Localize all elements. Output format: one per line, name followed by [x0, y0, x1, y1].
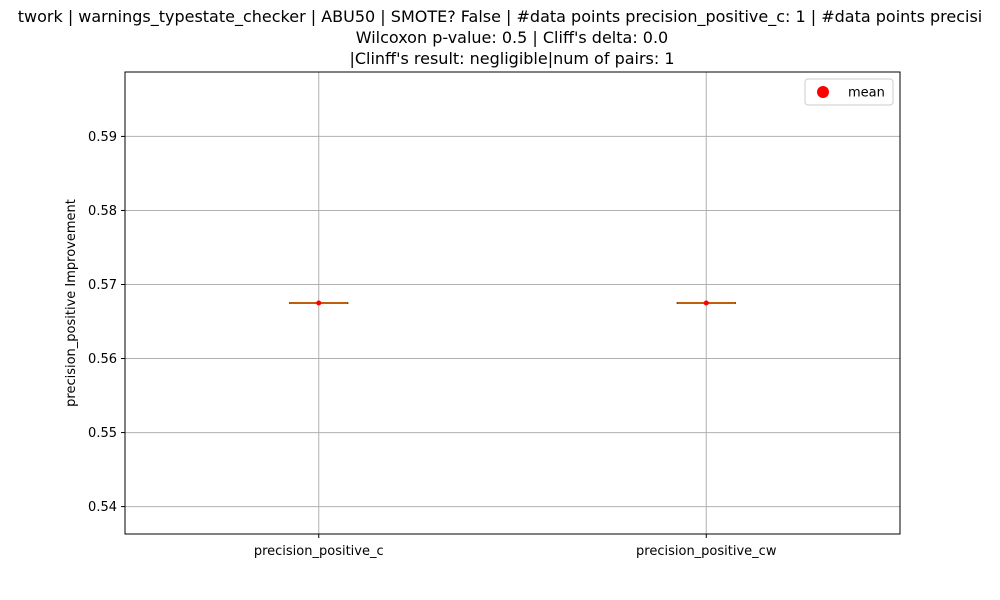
y-tick-label: 0.57	[88, 278, 117, 293]
legend: mean	[804, 78, 894, 106]
legend-frame	[804, 78, 894, 106]
y-tick-label: 0.59	[88, 130, 117, 145]
x-tick-label: precision_positive_cw	[636, 544, 777, 559]
title-line-2: Wilcoxon p-value: 0.5 | Cliff's delta: 0…	[356, 28, 668, 47]
mean-marker	[316, 300, 322, 306]
grid-lines	[125, 72, 900, 534]
y-tick-label: 0.56	[88, 352, 117, 367]
plot-area-frame	[124, 71, 901, 535]
y-axis-label: precision_positive Improvement	[64, 199, 79, 407]
x-axis-ticks: precision_positive_c precision_positive_c…	[254, 534, 777, 559]
y-tick-label: 0.54	[88, 500, 117, 515]
legend-mean-label: mean	[848, 86, 885, 101]
box-precision_positive_cw	[676, 300, 736, 306]
x-tick-label: precision_positive_c	[254, 544, 384, 559]
chart-title: twork | warnings_typestate_checker | ABU…	[18, 7, 983, 68]
y-axis-ticks: 0.54 0.55 0.56 0.57 0.58 0.59	[88, 130, 125, 515]
mean-marker	[703, 300, 709, 306]
boxes	[289, 300, 736, 306]
title-line-3: |Clinff's result: negligible|num of pair…	[349, 49, 674, 68]
box-precision_positive_c	[289, 300, 349, 306]
title-line-1: twork | warnings_typestate_checker | ABU…	[18, 7, 983, 27]
y-tick-label: 0.55	[88, 426, 117, 441]
y-tick-label: 0.58	[88, 204, 117, 219]
legend-mean-marker	[817, 86, 829, 98]
